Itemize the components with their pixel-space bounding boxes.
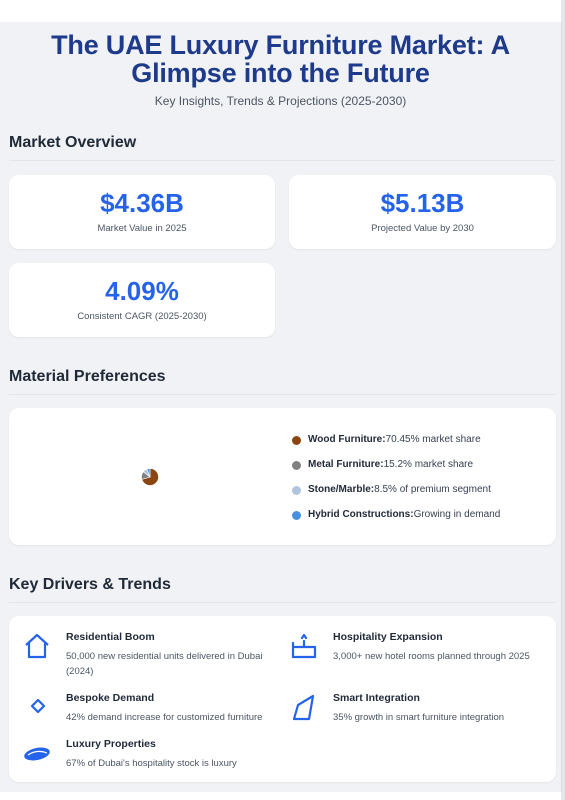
driver-desc-line-1: 3,000+ new hotel rooms planned through 2… [333, 651, 530, 662]
driver-title: Residential Boom [66, 631, 155, 643]
legend-desc: 15.2% market share [383, 459, 474, 470]
legend-swatch [292, 511, 301, 520]
metric-card-cagr: 4.09% Consistent CAGR (2025-2030) [9, 263, 275, 337]
driver-bespoke-demand: Bespoke Demand 42% demand increase for c… [22, 692, 282, 727]
driver-title: Bespoke Demand [66, 692, 155, 704]
driver-desc-line-2: (2024) [66, 666, 94, 677]
metric-label: Projected Value by 2030 [371, 223, 474, 234]
key-drivers-card: Residential Boom 50,000 new residential … [9, 616, 556, 782]
pie-slice-hybrid-constructions [146, 468, 151, 478]
section-divider [9, 602, 555, 603]
driver-description: 35% growth in smart furniture integratio… [333, 710, 504, 725]
driver-desc-line-1: 67% of Dubai's hospitality stock is luxu… [66, 758, 237, 769]
driver-title: Smart Integration [333, 692, 420, 704]
driver-hospitality-expansion: Hospitality Expansion 3,000+ new hotel r… [289, 631, 549, 671]
material-pie-chart [141, 468, 159, 486]
driver-description: 42% demand increase for customized furni… [66, 710, 262, 725]
legend-swatch [292, 436, 301, 445]
driver-luxury-properties: Luxury Properties 67% of Dubai's hospita… [22, 738, 282, 773]
driver-description: 3,000+ new hotel rooms planned through 2… [333, 649, 530, 664]
material-preferences-heading: Material Preferences [9, 368, 166, 385]
metric-label: Consistent CAGR (2025-2030) [77, 311, 207, 322]
market-overview-heading: Market Overview [9, 134, 137, 151]
legend-swatch [292, 486, 301, 495]
legend-name: Stone/Marble: [308, 484, 375, 495]
hotel-icon [291, 633, 317, 659]
gem-icon [24, 747, 50, 761]
driver-title: Luxury Properties [66, 738, 156, 750]
driver-desc-line-1: 35% growth in smart furniture integratio… [333, 712, 505, 723]
title-line-2: Glimpse into the Future [131, 58, 430, 88]
key-drivers-heading: Key Drivers & Trends [9, 576, 171, 593]
metric-value: $4.36B [100, 188, 184, 218]
driver-desc-line-1: 50,000 new residential units delivered i… [66, 651, 263, 662]
metric-card-projected-value: $5.13B Projected Value by 2030 [289, 175, 556, 249]
driver-residential-boom: Residential Boom 50,000 new residential … [22, 631, 272, 679]
diamond-icon [30, 698, 46, 714]
metric-value: $5.13B [380, 188, 465, 218]
page-subtitle: Key Insights, Trends & Projections (2025… [154, 94, 407, 108]
house-icon [25, 633, 49, 659]
metric-value: 4.09% [105, 276, 179, 306]
driver-smart-integration: Smart Integration 35% growth in smart fu… [289, 692, 549, 727]
legend-name: Wood Furniture: [308, 434, 386, 445]
metric-card-market-value: $4.36B Market Value in 2025 [9, 175, 275, 249]
legend-desc: 70.45% market share [385, 434, 481, 445]
page-title: The UAE Luxury Furniture Market: A Glimp… [0, 31, 561, 87]
legend-desc: 8.5% of premium segment [374, 484, 491, 495]
driver-title: Hospitality Expansion [333, 631, 443, 643]
window-edge [561, 0, 565, 800]
driver-desc-line-1: 42% demand increase for customized furni… [66, 712, 263, 723]
driver-description: 67% of Dubai's hospitality stock is luxu… [66, 756, 237, 771]
infographic-page: The UAE Luxury Furniture Market: A Glimp… [0, 22, 562, 792]
legend-name: Hybrid Constructions: [308, 509, 414, 520]
title-line-1: The UAE Luxury Furniture Market: A [51, 30, 510, 60]
legend-desc: Growing in demand [413, 509, 501, 520]
tablet-icon [292, 694, 315, 721]
metric-label: Market Value in 2025 [97, 223, 187, 234]
section-divider [9, 160, 555, 161]
legend-swatch [292, 461, 301, 470]
legend-name: Metal Furniture: [308, 459, 384, 470]
material-preferences-card: Wood Furniture:70.45% market share Metal… [9, 408, 556, 545]
driver-description: 50,000 new residential units delivered i… [66, 649, 262, 679]
section-divider [9, 394, 555, 395]
